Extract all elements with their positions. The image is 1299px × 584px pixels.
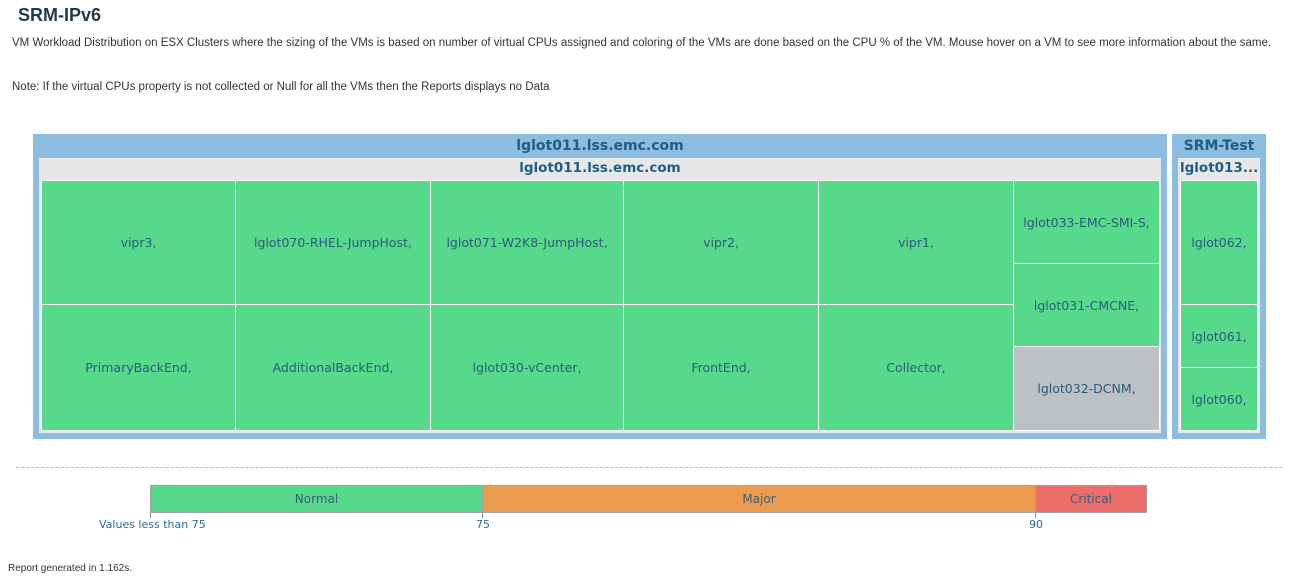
cluster-title: SRM-Test [1183,138,1255,154]
cluster-lglot011: lglot011.lss.emc.com lglot011.lss.emc.co… [33,134,1167,439]
vm-tile[interactable]: lglot061, [1180,304,1258,368]
host-title: lglot013... [1180,160,1259,176]
vm-tile[interactable]: FrontEnd, [623,304,819,431]
vm-tile[interactable]: lglot060, [1180,367,1258,431]
page-title: SRM-IPv6 [18,5,102,25]
vm-tile[interactable]: lglot033-EMC-SMI-S, [1013,180,1160,264]
legend-normal: Normal [150,485,483,513]
legend-critical: Critical [1035,485,1147,513]
legend-major: Major [482,485,1036,513]
report-note: Note: If the virtual CPUs property is no… [12,81,550,93]
vm-tile[interactable]: vipr1, [818,180,1014,305]
legend-tick [150,513,151,518]
legend-tick [482,513,483,518]
vm-tile[interactable]: Collector, [818,304,1014,431]
cluster-srm-test: SRM-Test lglot013... lglot062, lglot061,… [1172,134,1266,439]
vm-tile[interactable]: lglot071-W2K8-JumpHost, [430,180,624,305]
vm-tile[interactable]: AdditionalBackEnd, [235,304,431,431]
section-divider [16,467,1282,468]
vm-tile[interactable]: vipr2, [623,180,819,305]
vm-tile[interactable]: lglot032-DCNM, [1013,346,1160,431]
legend-threshold-75: 75 [476,518,490,531]
host-lglot011: lglot011.lss.emc.com vipr3, lglot070-RHE… [39,158,1161,433]
cluster-title: lglot011.lss.emc.com [516,138,684,154]
legend-tick [1035,513,1036,518]
vm-tile[interactable]: lglot031-CMCNE, [1013,263,1160,347]
vm-tile[interactable]: PrimaryBackEnd, [41,304,236,431]
vm-tile[interactable]: vipr3, [41,180,236,305]
legend-threshold-90: 90 [1029,518,1043,531]
host-lglot013: lglot013... lglot062, lglot061, lglot060… [1178,158,1260,433]
vm-tile[interactable]: lglot030-vCenter, [430,304,624,431]
report-description: VM Workload Distribution on ESX Clusters… [12,37,1272,49]
vm-tile[interactable]: lglot062, [1180,180,1258,305]
vm-tile[interactable]: lglot070-RHEL-JumpHost, [235,180,431,305]
legend-low-label: Values less than 75 [99,518,206,531]
host-title: lglot011.lss.emc.com [519,160,681,176]
report-footer: Report generated in 1.162s. [8,563,132,574]
